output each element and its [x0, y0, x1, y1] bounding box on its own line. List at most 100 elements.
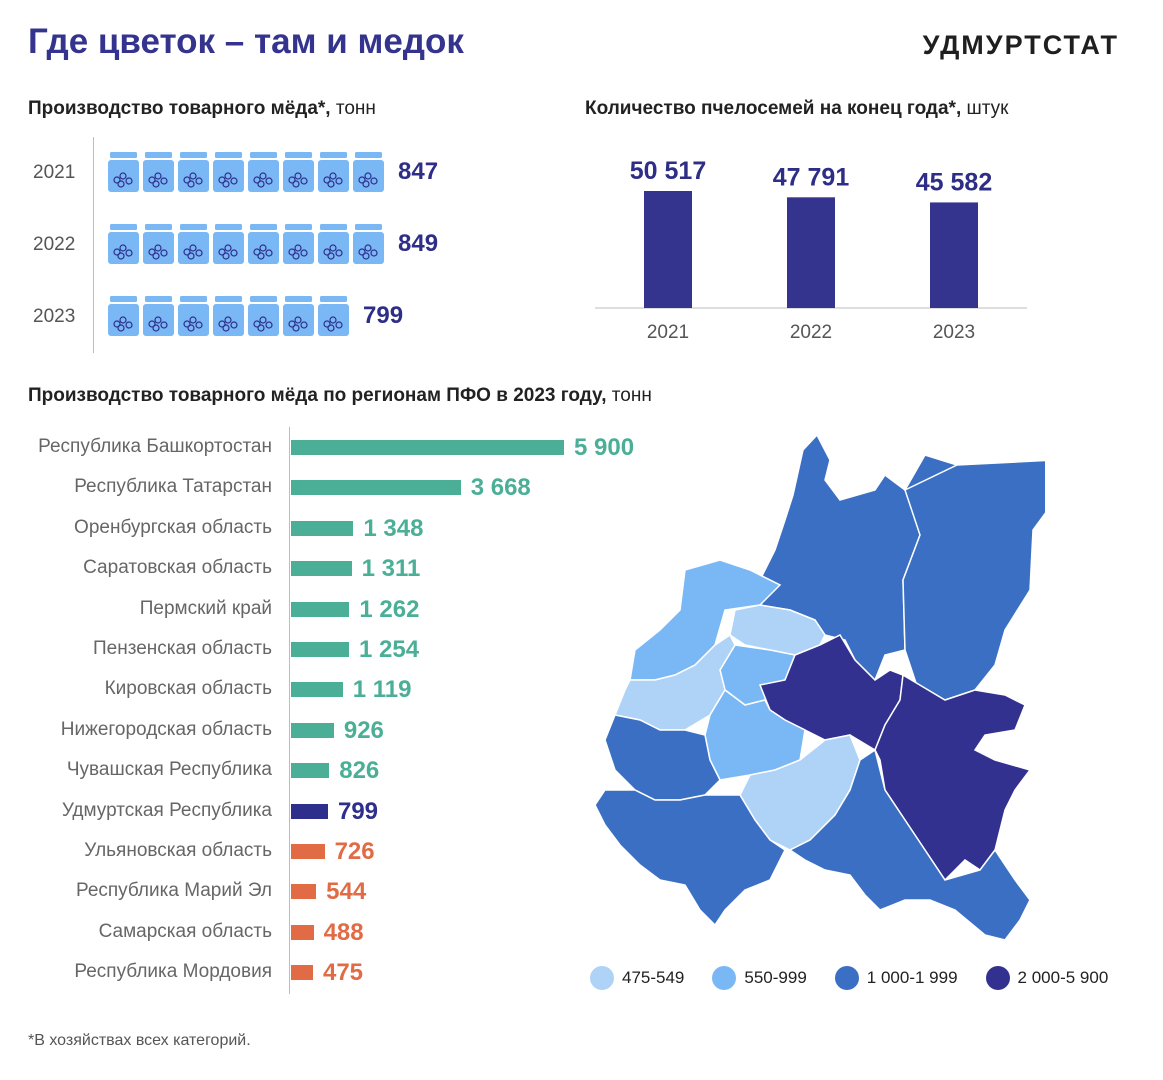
legend-item: 475-549 [590, 966, 684, 990]
region-label: Кировская область [104, 678, 272, 700]
honey-axis-line [93, 137, 94, 353]
regions-section-title: Производство товарного мёда по регионам … [28, 385, 652, 407]
region-label: Оренбургская область [74, 516, 272, 538]
honey-jar-icon [108, 224, 139, 264]
region-label: Чувашская Республика [66, 759, 272, 781]
map-region-bashkortostan-dark [874, 673, 1032, 882]
bees-bar [787, 197, 835, 308]
honey-jar-icon [248, 296, 279, 336]
region-value-label: 1 348 [363, 514, 424, 542]
region-value-label: 1 119 [352, 676, 412, 704]
legend-swatch [834, 966, 859, 990]
legend-item: 2 000-5 900 [985, 966, 1109, 990]
legend-label: 2 000-5 900 [1017, 968, 1109, 987]
region-value-label: 926 [343, 716, 384, 744]
honey-jar-icon [143, 152, 174, 192]
honey-jar-icon [248, 152, 279, 192]
honey-jar-icon [178, 224, 209, 264]
region-bar [291, 601, 350, 617]
honey-jar-icon [318, 152, 349, 192]
region-value-label: 488 [323, 918, 364, 946]
region-bar [291, 722, 334, 738]
bee-colonies-chart: 50 517 2021 47 791 2022 45 582 2023 [595, 157, 1027, 343]
volga-district-map [594, 433, 1045, 941]
honey-jar-icon [353, 224, 384, 264]
honey-jar-icon [213, 224, 244, 264]
region-bar [291, 884, 317, 900]
region-label: Удмуртская Республика [61, 799, 272, 821]
region-value-label: 475 [322, 959, 364, 987]
brand-logo: УДМУРТСТАТ [922, 30, 1119, 60]
honey-value-label: 849 [398, 230, 439, 257]
honey-jar-icon [213, 152, 244, 192]
honey-section-unit: тонн [335, 98, 376, 119]
region-bar [291, 480, 461, 496]
honey-value-label: 847 [398, 158, 439, 185]
region-label: Республика Башкортостан [38, 436, 272, 457]
regions-axis-line [289, 427, 290, 994]
bees-year-label: 2023 [933, 322, 975, 343]
legend-swatch [985, 966, 1010, 990]
honey-jar-icon [143, 296, 174, 336]
honey-jar-icon [248, 224, 279, 264]
region-bar [291, 682, 343, 698]
honey-section-title-text: Производство товарного мёда*, [28, 98, 331, 119]
region-bar [291, 642, 350, 657]
honey-jar-row [108, 296, 349, 336]
map-region-orenburg [788, 748, 1031, 941]
region-value-label: 726 [334, 838, 375, 865]
honey-jar-icon [283, 152, 314, 192]
region-value-label: 1 311 [361, 555, 421, 583]
legend-label: 1 000-1 999 [866, 968, 958, 987]
honey-jar-icon [178, 152, 209, 192]
honey-jar-icon [283, 296, 314, 336]
region-label: Республика Марий Эл [75, 880, 272, 902]
region-label: Республика Мордовия [74, 961, 272, 983]
honey-value-label: 799 [363, 302, 404, 329]
honey-year-label: 2021 [33, 162, 76, 183]
bees-bar [930, 202, 978, 308]
honey-jar-icon [108, 152, 139, 192]
region-bar [291, 561, 352, 577]
honey-year-label: 2022 [33, 234, 76, 255]
footnote: *В хозяйствах всех категорий. [28, 1032, 251, 1049]
legend-item: 550-999 [712, 966, 807, 990]
bees-value-label: 45 582 [916, 168, 992, 196]
honey-jar-icon [108, 296, 139, 336]
region-value-label: 544 [326, 878, 367, 906]
honey-jar-row [108, 224, 384, 264]
legend-label: 550-999 [744, 968, 807, 987]
honey-section-title: Производство товарного мёда*, тонн [28, 98, 376, 120]
region-bar [291, 520, 354, 536]
bees-year-label: 2021 [647, 322, 689, 343]
region-label: Ульяновская область [84, 840, 272, 861]
bees-section-title-text: Количество пчелосемей на конец года*, [585, 98, 962, 119]
bees-year-label: 2022 [790, 322, 832, 343]
legend-item: 1 000-1 999 [834, 966, 958, 990]
bees-section-unit: штук [966, 98, 1009, 119]
region-value-label: 1 262 [359, 595, 420, 623]
honey-jar-icon [213, 296, 244, 336]
region-label: Саратовская область [83, 557, 272, 579]
honey-jar-icon [318, 296, 349, 336]
bees-value-label: 50 517 [630, 157, 706, 185]
region-bar [291, 803, 328, 819]
region-value-label: 1 254 [359, 636, 420, 663]
region-label: Нижегородская область [60, 718, 272, 740]
region-label: Пензенская область [93, 638, 272, 659]
legend-swatch [712, 966, 737, 990]
region-value-label: 826 [339, 757, 380, 785]
honey-jar-icon [178, 296, 209, 336]
bees-bar [644, 191, 692, 308]
map-region-west [604, 714, 721, 801]
map-legend: 475-549 550-999 1 000-1 999 2 000-5 900 [590, 966, 1108, 990]
honey-jar-icon [143, 224, 174, 264]
legend-label: 475-549 [622, 968, 685, 987]
honey-jar-icon [318, 224, 349, 264]
bees-value-label: 47 791 [773, 163, 850, 191]
region-label: Пермский край [139, 597, 272, 619]
honey-jar-row [108, 152, 384, 192]
legend-swatch [590, 966, 614, 990]
honey-jar-icon [283, 224, 314, 264]
region-value-label: 5 900 [574, 434, 635, 461]
